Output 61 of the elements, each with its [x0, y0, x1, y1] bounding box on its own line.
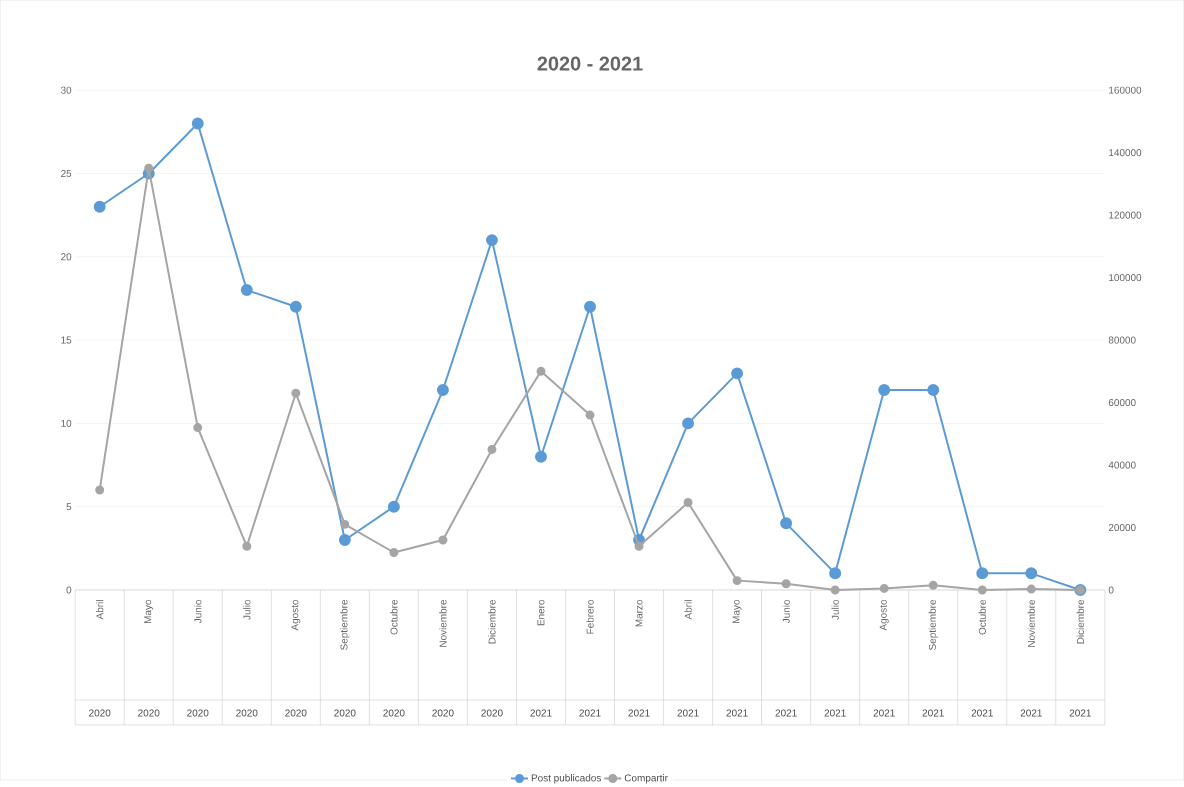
x-tick-label: Julio [831, 600, 839, 620]
legend-label: Post publicados [531, 774, 601, 784]
x-tick-label: Noviembre [439, 600, 447, 647]
y-tick-label: 10 [61, 419, 72, 427]
y2-tick-label: 20000 [1108, 524, 1136, 532]
x-tick-label: Octubre [390, 600, 398, 635]
y2-tick-label: 40000 [1108, 461, 1136, 469]
x-tick-label: Marzo [635, 600, 643, 627]
x-tick-label: Junio [782, 600, 790, 624]
x-tick-label: Abril [96, 600, 104, 620]
legend-label: Compartir [624, 774, 668, 784]
y2-tick-label: 100000 [1109, 274, 1142, 282]
x-tick-label: Junio [194, 600, 202, 624]
y-tick-label: 5 [66, 503, 72, 511]
text: 2020 [138, 709, 160, 717]
text: 2020 [187, 709, 209, 717]
text: 2021 [726, 709, 748, 717]
x-tick-label: Abril [684, 600, 692, 620]
y2-tick-label: 0 [1108, 586, 1114, 594]
x-tick-label: Octubre [978, 600, 986, 635]
text: 2021 [579, 709, 601, 717]
y2-tick-label: 80000 [1108, 336, 1136, 344]
text: 2021 [677, 709, 699, 717]
y-tick-label: 25 [61, 170, 72, 178]
text: 2021 [922, 709, 944, 717]
text: 2021 [775, 709, 797, 717]
text: 2020 [89, 709, 111, 717]
x-tick-label: Septiembre [340, 600, 350, 651]
x-tick-label: Julio [243, 600, 251, 620]
text: 2021 [971, 709, 993, 717]
x-tick-label: Diciembre [1076, 600, 1084, 644]
x-tick-label: Septiembre [928, 600, 938, 651]
text: 2021 [873, 709, 895, 717]
text: 2020 [383, 709, 405, 717]
y-tick-label: 0 [66, 586, 72, 594]
text: 2020 [481, 709, 503, 717]
x-tick-label: Noviembre [1027, 600, 1035, 647]
x-tick-label: Agosto [879, 600, 889, 631]
x-tick-label: Mayo [732, 600, 742, 624]
text: 2021 [824, 709, 846, 717]
chart-title: 2020 - 2021 [537, 56, 643, 71]
text: 2020 [334, 709, 356, 717]
text: 2021 [1069, 709, 1091, 717]
y-tick-label: 15 [61, 336, 72, 344]
x-tick-label: Febrero [586, 600, 594, 634]
x-tick-label: Mayo [144, 600, 154, 624]
y2-tick-label: 60000 [1108, 399, 1136, 407]
text: 2021 [530, 709, 552, 717]
text: 2021 [1020, 709, 1042, 717]
x-tick-label: Diciembre [488, 600, 496, 644]
y-tick-label: 30 [60, 86, 72, 94]
x-tick-label: Agosto [291, 600, 301, 631]
text: 2020 [236, 709, 258, 717]
y2-tick-label: 160000 [1109, 86, 1142, 94]
text: 2021 [628, 709, 650, 717]
text: 2020 [432, 709, 454, 717]
y2-tick-label: 120000 [1109, 211, 1142, 219]
y2-tick-label: 140000 [1109, 149, 1142, 157]
text: 2020 [285, 709, 307, 717]
y-tick-label: 20 [61, 253, 72, 261]
x-tick-label: Enero [537, 600, 545, 626]
